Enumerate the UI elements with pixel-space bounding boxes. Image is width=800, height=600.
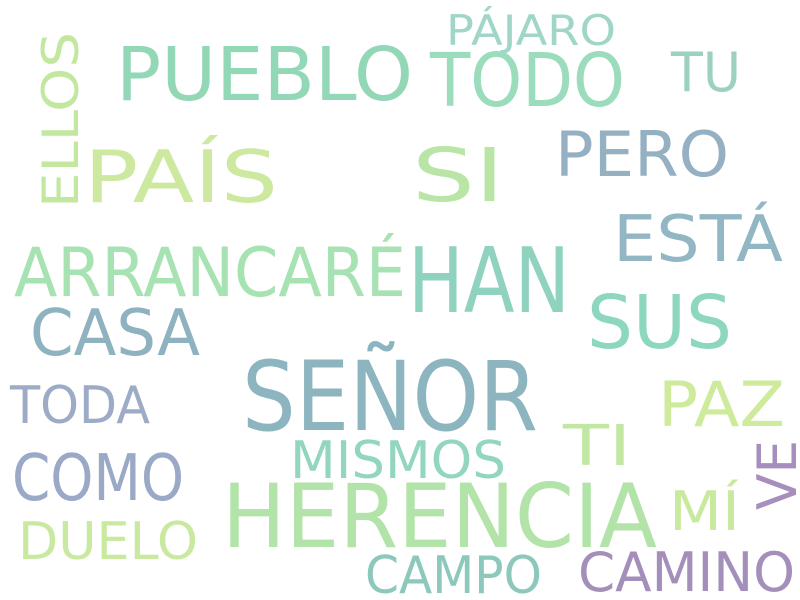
word-ellos: ELLOS xyxy=(32,32,90,208)
word-como: COMO xyxy=(12,442,184,516)
word-todo: TODO xyxy=(429,38,625,124)
word-campo: CAMPO xyxy=(365,546,542,600)
word-senor: SEÑOR xyxy=(242,341,538,453)
word-sus: SUS xyxy=(587,280,732,366)
word-pero: PERO xyxy=(555,118,729,191)
word-mi: MÍ xyxy=(669,480,740,543)
word-pais: PAÍS xyxy=(84,135,278,219)
word-herencia: HERENCIA xyxy=(222,465,657,568)
word-paz: PAZ xyxy=(658,368,785,441)
word-arrancare: ARRANCARÉ xyxy=(14,233,406,313)
word-pueblo: PUEBLO xyxy=(116,32,413,118)
word-camino: CAMINO xyxy=(578,541,795,600)
word-pajaro: PÁJARO xyxy=(446,5,616,55)
word-casa: CASA xyxy=(30,297,200,371)
word-esta: ESTÁ xyxy=(613,201,783,277)
word-duelo: DUELO xyxy=(18,512,198,572)
word-mismos: MISMOS xyxy=(290,431,506,491)
word-ti: TI xyxy=(562,414,631,479)
word-ve: VE xyxy=(746,440,800,510)
word-toda: TODA xyxy=(9,376,150,436)
word-si: SI xyxy=(412,133,504,219)
word-han: HAN xyxy=(408,229,570,334)
word-tu: TU xyxy=(670,41,741,104)
